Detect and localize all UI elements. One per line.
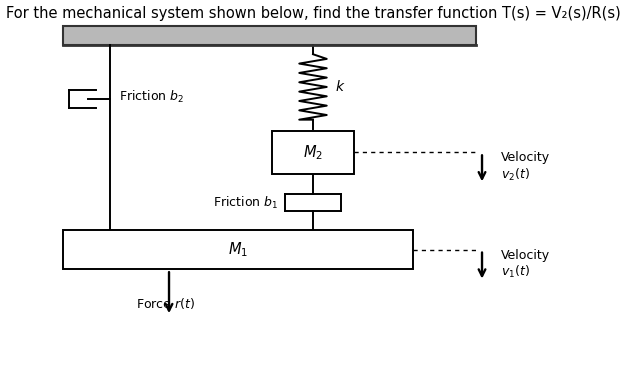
Text: Friction $b_1$: Friction $b_1$ — [213, 195, 279, 211]
Text: Velocity: Velocity — [501, 151, 550, 165]
Text: $k$: $k$ — [335, 79, 346, 94]
Bar — [63, 230, 413, 269]
Bar — [63, 26, 476, 45]
Text: Force $r(t)$: Force $r(t)$ — [136, 296, 195, 312]
Text: $M_1$: $M_1$ — [228, 240, 248, 259]
Text: $v_2(t)$: $v_2(t)$ — [501, 166, 530, 183]
Text: Velocity: Velocity — [501, 249, 550, 262]
Text: $M_2$: $M_2$ — [303, 143, 323, 162]
Text: $v_1(t)$: $v_1(t)$ — [501, 264, 530, 280]
Text: Friction $b_2$: Friction $b_2$ — [119, 89, 184, 105]
Text: For the mechanical system shown below, find the transfer function T(s) = V₂(s)/R: For the mechanical system shown below, f… — [6, 6, 621, 21]
Bar — [272, 131, 354, 174]
